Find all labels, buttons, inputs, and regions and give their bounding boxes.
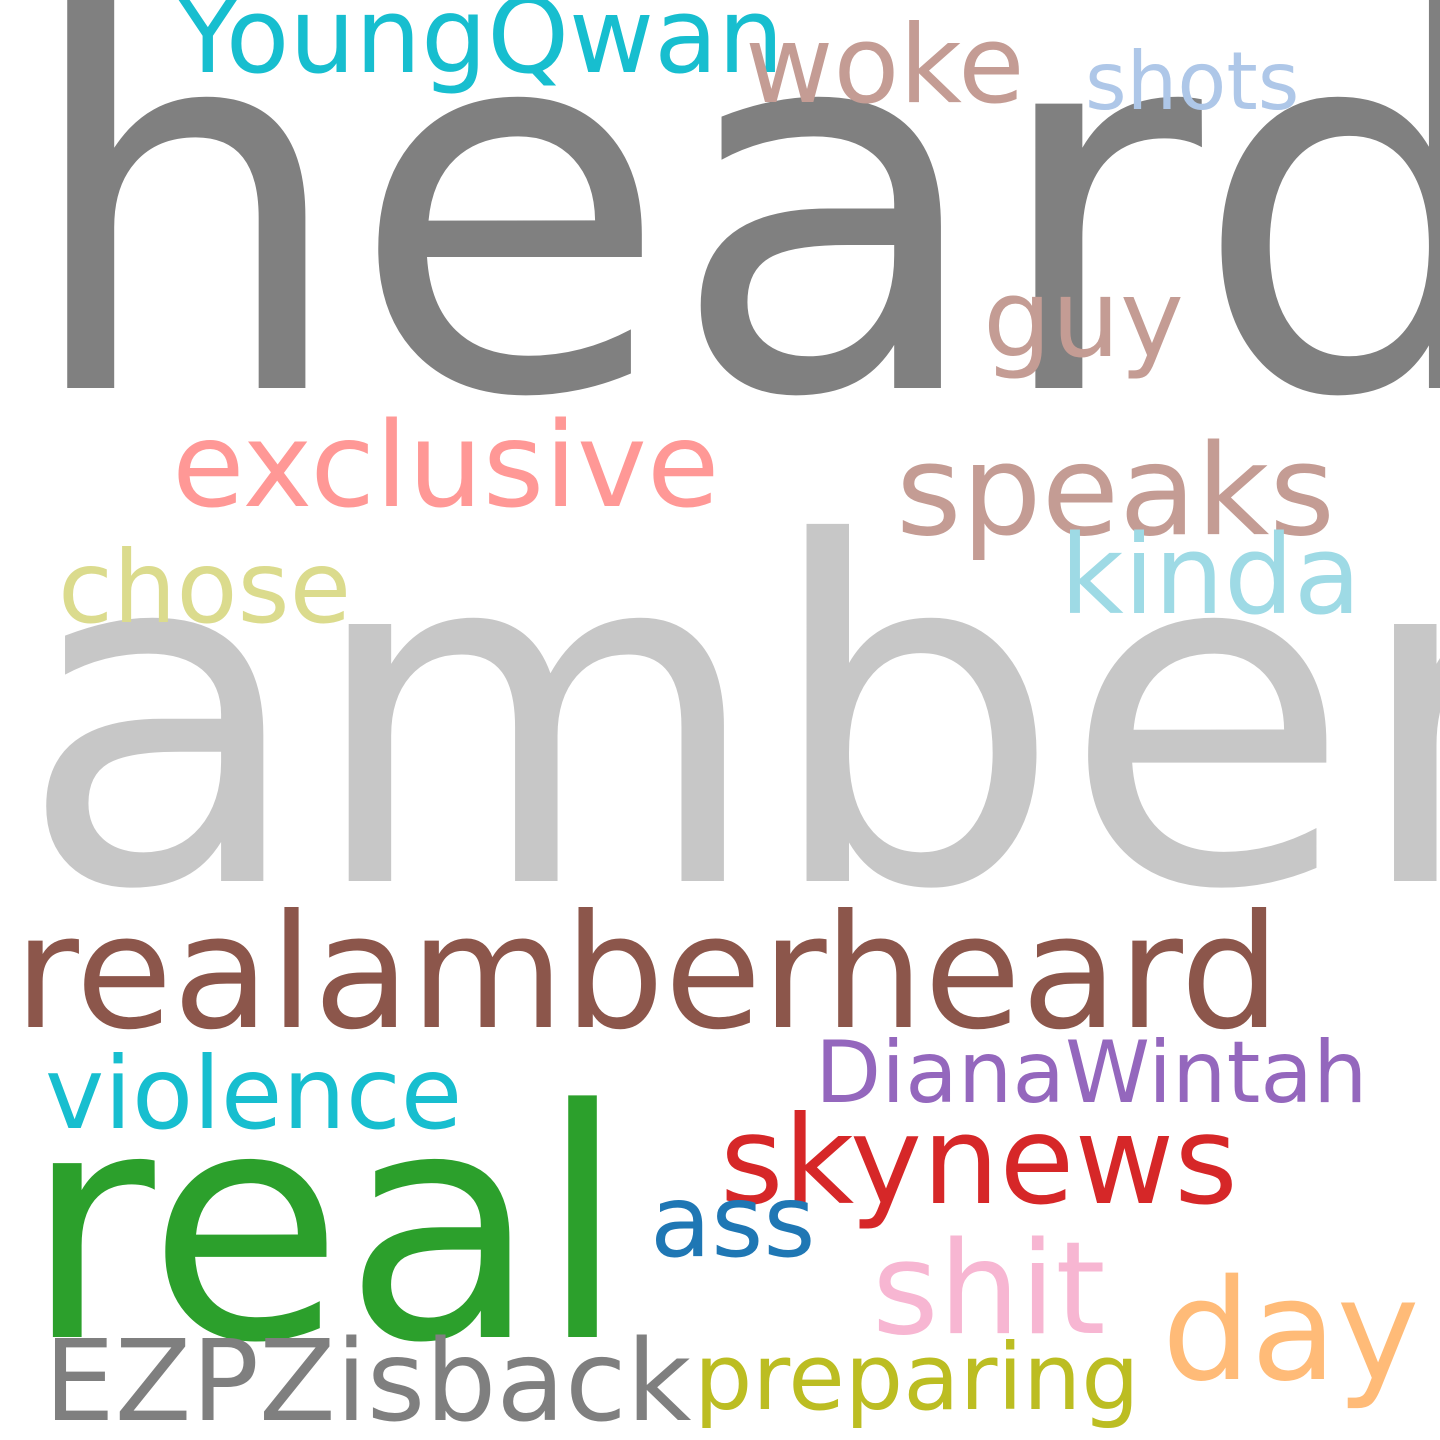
word-guy: guy [983,257,1184,382]
word-exclusive: exclusive [172,396,720,534]
word-skynews: skynews [720,1090,1238,1232]
word-ezpzisback: EZPZisback [44,1317,692,1440]
word-shots: shots [1085,35,1300,128]
word-dianawintah: DianaWintah [815,1023,1368,1123]
word-day: day [1162,1250,1420,1413]
word-heard: heard [20,0,1440,511]
word-chose: chose [58,529,352,646]
word-violence: violence [45,1035,463,1152]
word-woke: woke [745,3,1025,128]
word-youngqwan: YoungQwan [176,0,784,97]
word-real: real [24,1042,627,1412]
word-speaks: speaks [896,417,1335,564]
word-kinda: kinda [1060,511,1362,639]
word-amber: amber [18,445,1440,992]
word-preparing: preparing [694,1324,1140,1431]
word-realamberheard: realamberheard [14,881,1281,1065]
word-ass: ass [650,1163,816,1280]
word-shit: shit [872,1215,1106,1364]
